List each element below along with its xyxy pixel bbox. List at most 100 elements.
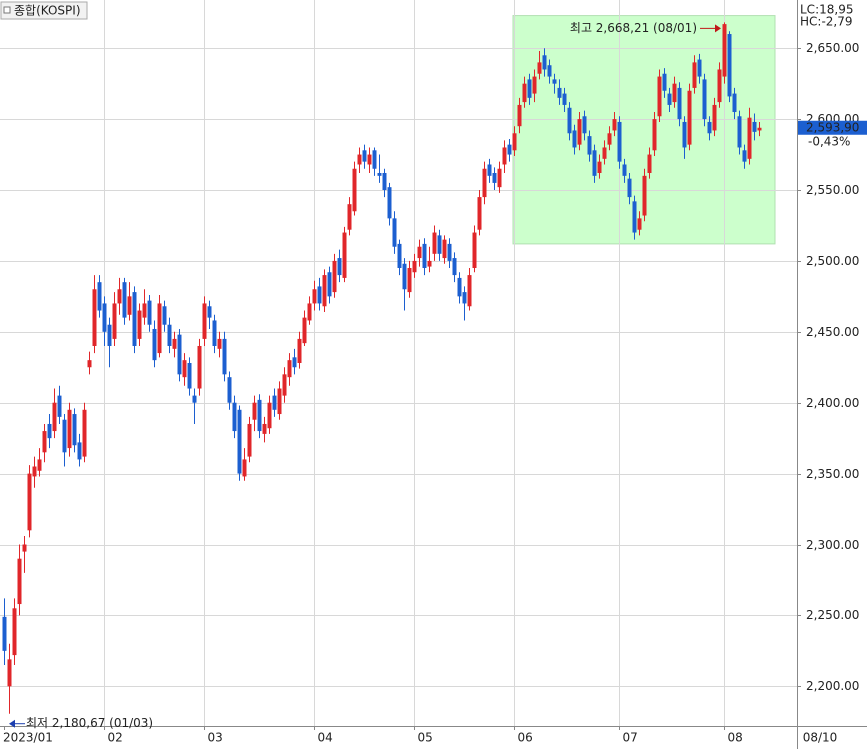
candle-body [157, 303, 162, 354]
y-tick-label: 2,500.00 [806, 254, 859, 268]
candle-body [687, 90, 692, 145]
candle-body [32, 466, 37, 477]
candle-body [307, 303, 312, 321]
candle-body [692, 62, 697, 88]
candle-body [437, 235, 442, 254]
candle-body [662, 73, 667, 91]
candle-body [727, 34, 732, 97]
annotation-arrowhead [715, 24, 721, 33]
candle-body [522, 83, 527, 103]
candle-body [592, 150, 597, 176]
y-tick-label: 2,250.00 [806, 608, 859, 622]
candle-body [262, 423, 267, 434]
y-tick-label: 2,300.00 [806, 538, 859, 552]
candle-body [502, 147, 507, 165]
candle-body [572, 130, 577, 148]
y-tick-label: 2,200.00 [806, 679, 859, 693]
candle-body [182, 360, 187, 378]
candle-body [287, 360, 292, 378]
candle-body [17, 558, 22, 605]
candle-body [97, 282, 102, 311]
legend-label: LC:18,95 [800, 3, 853, 17]
candle-body [562, 93, 567, 105]
candle-body [47, 423, 52, 439]
candle-body [607, 133, 612, 145]
candle-body [57, 395, 62, 417]
candle-body [267, 402, 272, 429]
candle-body [382, 172, 387, 191]
candle-body [127, 296, 132, 315]
candle-body [27, 473, 32, 531]
chart-title: 종합(KOSPI) [14, 4, 81, 18]
candle-body [117, 289, 122, 304]
candle-body [122, 282, 127, 318]
candle-body [297, 338, 302, 363]
candle-body [442, 239, 447, 259]
candle-body [272, 395, 277, 410]
candle-body [87, 360, 92, 368]
candle-body [277, 388, 282, 415]
candle-body [52, 402, 57, 432]
candle-body [162, 306, 167, 325]
candle-body [667, 93, 672, 105]
candle-body [547, 65, 552, 77]
candle-body [342, 232, 347, 278]
legend-label: HC:-2,79 [800, 15, 853, 29]
candle-body [292, 357, 297, 368]
candle-body [147, 300, 152, 325]
candle-body [227, 377, 232, 403]
candle-body [312, 289, 317, 304]
candle-body [67, 409, 72, 449]
candle-body [677, 87, 682, 120]
candle-body [352, 168, 357, 212]
candle-body [612, 119, 617, 131]
candle-body [552, 79, 557, 84]
candle-body [657, 76, 662, 117]
candle-body [757, 127, 762, 131]
candle-body [632, 201, 637, 233]
candle-body [107, 324, 112, 346]
candle-body [702, 79, 707, 120]
candle-body [722, 24, 727, 77]
candle-body [222, 338, 227, 375]
candle-body [447, 243, 452, 261]
candle-body [557, 87, 562, 98]
candle-body [77, 442, 82, 460]
candle-body [747, 117, 752, 159]
candle-body [397, 243, 402, 268]
candle-body [332, 260, 337, 293]
candle-body [282, 374, 287, 396]
x-tick-label: 07 [623, 731, 638, 745]
candle-body [392, 218, 397, 247]
candle-body [507, 144, 512, 155]
candle-body [217, 338, 222, 349]
candle-body [742, 150, 747, 162]
candle-body [37, 459, 42, 471]
candle-body [467, 275, 472, 307]
candle-body [462, 292, 467, 304]
candle-body [422, 243, 427, 268]
candle-body [712, 104, 717, 131]
candle-body [492, 172, 497, 183]
candle-body [152, 328, 157, 361]
candle-body [22, 544, 27, 552]
candle-body [567, 107, 572, 134]
candle-body [132, 292, 137, 346]
candle-body [92, 289, 97, 346]
x-tick-label: 02 [108, 731, 123, 745]
x-tick-label: 06 [518, 731, 533, 745]
candle-body [137, 310, 142, 339]
candle-body [647, 154, 652, 173]
title-icon [3, 6, 11, 14]
candle-body [737, 116, 742, 148]
candle-body [317, 286, 322, 304]
candle-body [302, 317, 307, 344]
candle-body [577, 119, 582, 145]
candle-body [252, 402, 257, 420]
candle-body [112, 303, 117, 339]
candle-body [232, 402, 237, 432]
candle-body [197, 345, 202, 389]
candle-body [42, 431, 47, 453]
candle-body [167, 324, 172, 346]
candle-body [142, 303, 147, 318]
